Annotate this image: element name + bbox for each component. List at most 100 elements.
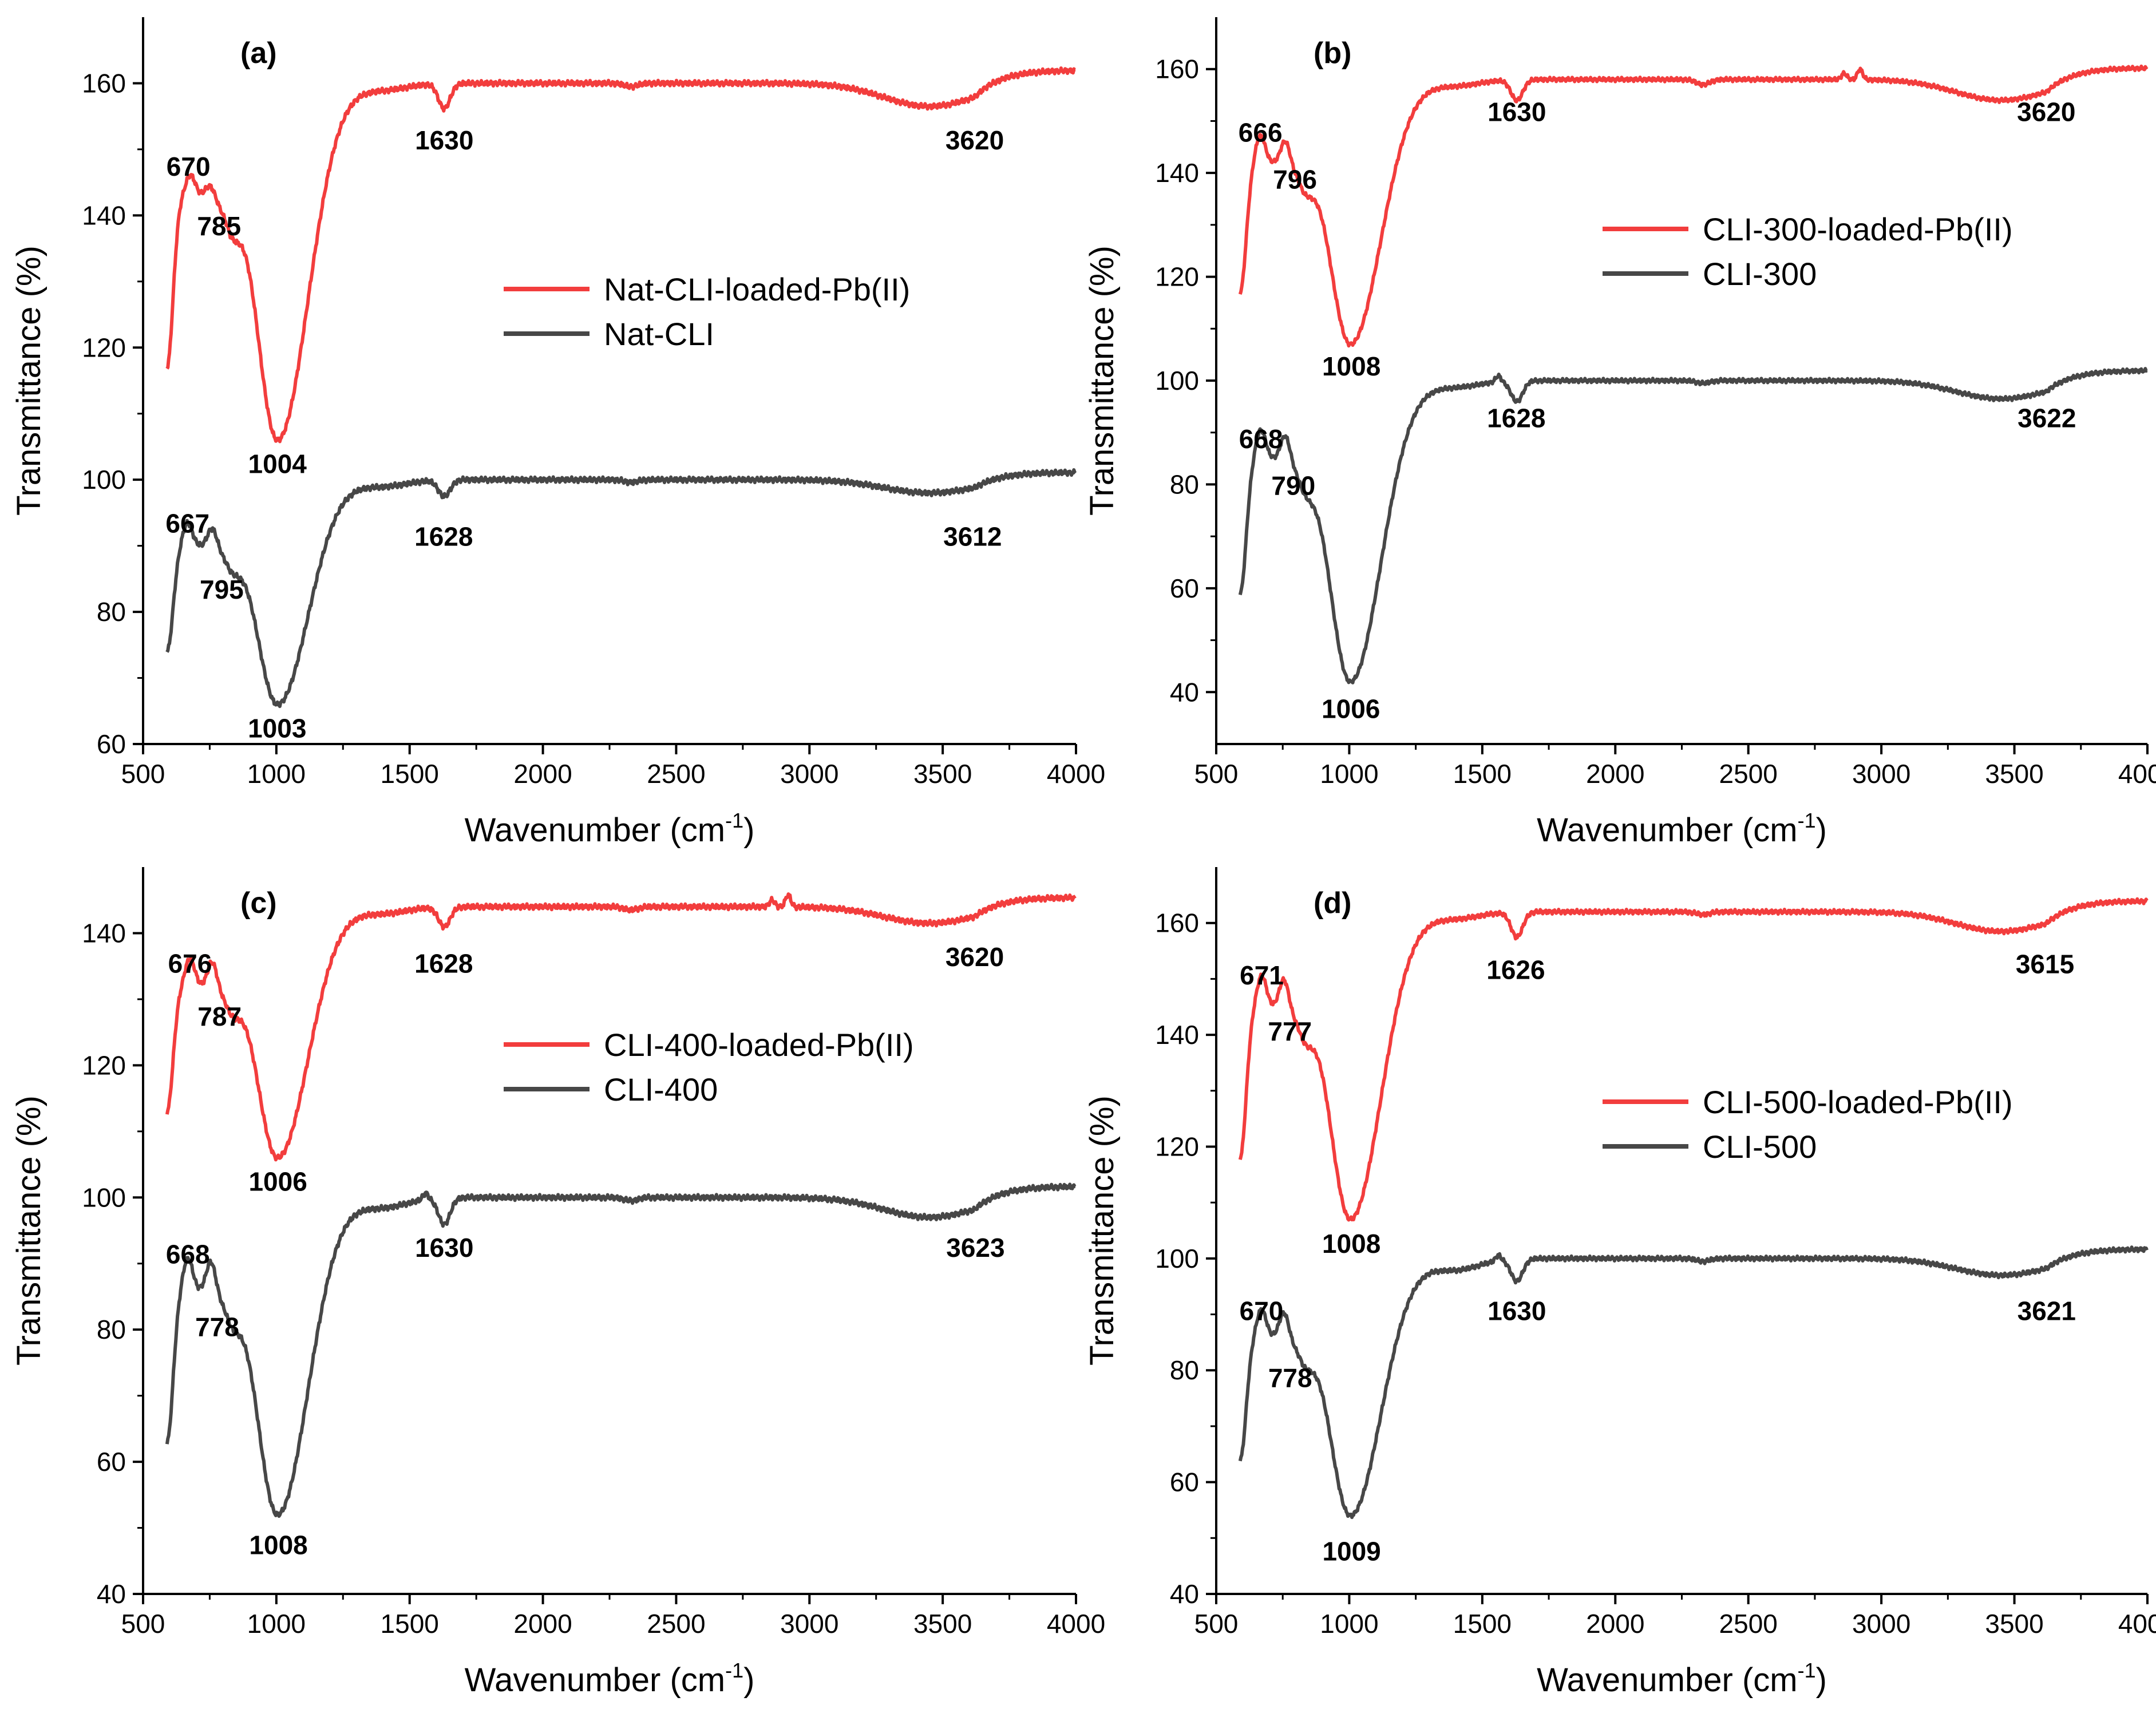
peak-annotation: 668 (166, 1240, 210, 1269)
peak-annotation: 1008 (1322, 351, 1380, 381)
x-tick-label: 3500 (913, 1609, 972, 1639)
y-tick-label: 140 (82, 200, 126, 230)
legend-label: CLI-300-loaded-Pb(II) (1703, 211, 2013, 247)
y-tick-label: 140 (1155, 158, 1199, 188)
x-axis-label: Wavenumber (cm-1) (1537, 809, 1827, 849)
y-tick-label: 100 (1155, 1244, 1199, 1273)
y-tick-label: 140 (1155, 1020, 1199, 1050)
peak-annotation: 787 (197, 1002, 242, 1031)
peak-annotation: 3612 (943, 522, 1002, 552)
chart-panel-4: 500 1000 1500 2000 2500 3000 3500 4000 40 60 80 100… (1083, 867, 2156, 1699)
x-tick-label: 3500 (1985, 1609, 2043, 1639)
x-tick-label: 3000 (780, 759, 838, 789)
peak-annotation: 1628 (1487, 403, 1545, 433)
x-tick-label: 4000 (2118, 759, 2156, 789)
y-tick-label: 80 (1170, 469, 1199, 499)
y-axis-label: Transmittance (%) (10, 246, 48, 516)
peak-annotation: 3615 (2016, 949, 2074, 979)
series-line-loaded (1238, 897, 2149, 1222)
y-tick-label: 40 (97, 1579, 126, 1609)
peak-annotation: 3620 (946, 942, 1004, 972)
y-tick-label: 60 (1170, 573, 1199, 603)
peak-annotation: 1630 (415, 1233, 473, 1263)
legend-label: CLI-400 (604, 1071, 718, 1107)
x-tick-label: 2500 (647, 1609, 705, 1639)
peak-annotation: 3620 (946, 125, 1004, 155)
series-line-raw (165, 1182, 1077, 1518)
x-tick-label: 1000 (247, 759, 306, 789)
peak-annotation: 3621 (2017, 1296, 2076, 1326)
series-line-raw (1238, 1245, 2149, 1520)
y-tick-label: 40 (1170, 1579, 1199, 1609)
x-tick-label: 500 (1194, 759, 1239, 789)
peak-annotation: 795 (200, 575, 244, 604)
panel-label: (c) (240, 887, 277, 920)
peak-annotation: 1628 (414, 522, 473, 552)
y-tick-label: 140 (82, 918, 126, 948)
peak-annotation: 668 (1239, 424, 1283, 454)
x-tick-label: 1000 (247, 1609, 306, 1639)
peak-annotation: 778 (195, 1312, 239, 1342)
x-tick-label: 4000 (1047, 759, 1105, 789)
x-tick-label: 500 (121, 759, 165, 789)
y-tick-label: 120 (82, 333, 126, 362)
y-tick-label: 120 (1155, 1131, 1199, 1161)
chart-panel-3: 500 1000 1500 2000 2500 3000 3500 4000 40 60 80 100… (10, 867, 1105, 1699)
series-line-loaded (1238, 64, 2149, 348)
peak-annotation: 1006 (248, 1167, 307, 1197)
peak-annotation: 777 (1268, 1016, 1312, 1046)
panel-label: (b) (1314, 37, 1351, 70)
chart-panel-1: 500 1000 1500 2000 2500 3000 3500 4000 60 80 100 12… (10, 17, 1105, 849)
peak-annotation: 676 (168, 949, 212, 979)
x-tick-label: 3000 (1852, 759, 1910, 789)
peak-annotation: 1003 (248, 713, 306, 743)
x-tick-label: 1500 (381, 759, 439, 789)
y-tick-label: 80 (97, 1315, 126, 1344)
peak-annotation: 3620 (2017, 97, 2075, 126)
x-axis-label: Wavenumber (cm-1) (465, 809, 755, 849)
legend-label: CLI-400-loaded-Pb(II) (604, 1027, 914, 1063)
x-tick-label: 4000 (1047, 1609, 1105, 1639)
x-tick-label: 1000 (1320, 1609, 1378, 1639)
x-tick-label: 1500 (1453, 759, 1512, 789)
panel-label: (a) (240, 37, 277, 70)
peak-annotation: 670 (1240, 1296, 1284, 1326)
peak-annotation: 1009 (1322, 1536, 1380, 1566)
x-tick-label: 3500 (1985, 759, 2043, 789)
peak-annotation: 1004 (248, 449, 307, 479)
peak-annotation: 671 (1240, 960, 1284, 990)
legend-label: Nat-CLI-loaded-Pb(II) (604, 271, 910, 307)
peak-annotation: 3622 (2017, 403, 2076, 433)
y-tick-label: 40 (1170, 677, 1199, 707)
y-tick-label: 80 (97, 597, 126, 627)
y-tick-label: 100 (82, 465, 126, 494)
y-tick-label: 60 (1170, 1467, 1199, 1497)
peak-annotation: 796 (1273, 164, 1317, 194)
peak-annotation: 1630 (1488, 1296, 1546, 1326)
peak-annotation: 1630 (1488, 97, 1546, 126)
x-tick-label: 4000 (2118, 1609, 2156, 1639)
legend-label: CLI-500 (1703, 1129, 1817, 1165)
x-tick-label: 3000 (1852, 1609, 1910, 1639)
x-tick-label: 2500 (647, 759, 705, 789)
x-axis-label: Wavenumber (cm-1) (1537, 1659, 1827, 1699)
peak-annotation: 1626 (1486, 955, 1545, 984)
series-line-raw (1238, 367, 2148, 685)
peak-annotation: 670 (167, 152, 211, 181)
y-tick-label: 120 (82, 1050, 126, 1080)
peak-annotation: 1008 (1322, 1229, 1380, 1259)
x-tick-label: 1000 (1320, 759, 1378, 789)
legend-label: CLI-300 (1703, 256, 1817, 292)
peak-annotation: 778 (1268, 1363, 1312, 1393)
y-tick-label: 160 (1155, 908, 1199, 938)
y-axis-label: Transmittance (%) (1083, 246, 1121, 516)
x-tick-label: 1500 (381, 1609, 439, 1639)
x-tick-label: 2000 (1586, 1609, 1644, 1639)
x-tick-label: 2000 (1586, 759, 1644, 789)
peak-annotation: 1630 (415, 125, 473, 155)
y-tick-label: 80 (1170, 1355, 1199, 1385)
x-axis-label: Wavenumber (cm-1) (465, 1659, 755, 1699)
x-tick-label: 500 (1194, 1609, 1239, 1639)
y-tick-label: 120 (1155, 262, 1199, 292)
